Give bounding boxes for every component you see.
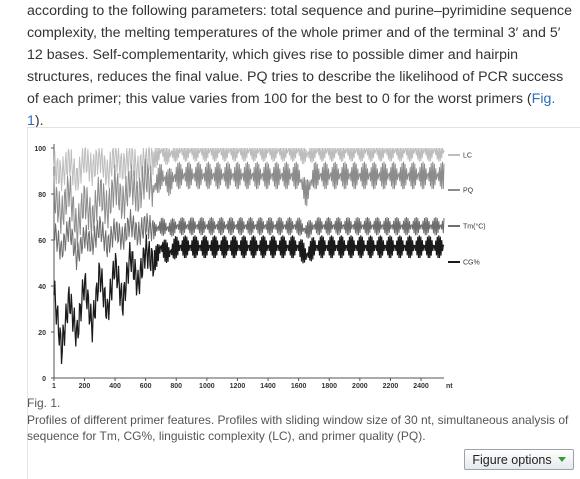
x-tick-label: 400 (109, 383, 121, 390)
figure-options-button[interactable]: Figure options (464, 449, 574, 470)
y-tick-label: 80 (38, 192, 46, 199)
paragraph-before-link: according to the following parameters: t… (27, 3, 572, 107)
article-text: according to the following parameters: t… (27, 0, 575, 132)
legend-label: LC (463, 153, 472, 160)
y-tick-label: 20 (38, 330, 46, 337)
series-line-cg- (53, 234, 445, 365)
x-tick-label: 200 (79, 383, 91, 390)
legend-label: PQ (463, 188, 474, 195)
x-tick-label: 1400 (260, 383, 276, 390)
y-tick-label: 100 (34, 146, 46, 153)
x-tick-label: 1 (52, 383, 56, 390)
x-tick-label: 1200 (230, 383, 246, 390)
x-tick-label: 1000 (199, 383, 215, 390)
x-tick-label: 1600 (291, 383, 307, 390)
series-line-lc (53, 146, 445, 192)
figure-label: Fig. 1. (27, 396, 61, 410)
y-tick-label: 60 (38, 238, 46, 245)
legend-label: CG% (463, 260, 480, 267)
x-axis-label: nt (446, 383, 453, 390)
figure-caption: Profiles of different primer features. P… (27, 413, 569, 443)
paragraph-after-link: ). (34, 113, 44, 129)
y-tick-label: 0 (42, 376, 46, 383)
x-tick-label: 800 (170, 383, 182, 390)
x-tick-label: 2400 (413, 383, 429, 390)
x-tick-label: 1800 (321, 383, 337, 390)
legend-label: Tm(°C) (463, 223, 486, 231)
x-tick-label: 600 (140, 383, 152, 390)
y-tick-label: 40 (38, 284, 46, 291)
fig-1-link[interactable]: Fig. 1 (27, 91, 556, 129)
article-paragraph: according to the following parameters: t… (27, 0, 575, 132)
figure-options-label: Figure options (472, 452, 552, 467)
x-tick-label: 2200 (383, 383, 399, 390)
chevron-down-icon (557, 457, 566, 462)
x-tick-label: 2000 (352, 383, 368, 390)
series-line-pq (53, 158, 445, 248)
series-line-tm-c- (53, 209, 445, 271)
